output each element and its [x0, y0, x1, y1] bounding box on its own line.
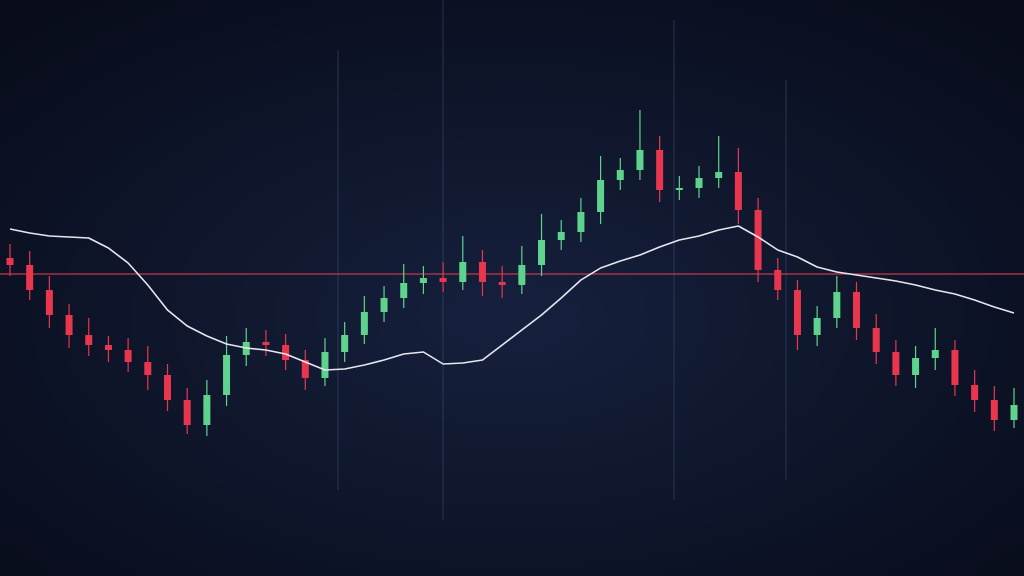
vertical-guides	[337, 0, 787, 520]
candle-body	[597, 180, 605, 212]
candle-body	[85, 335, 93, 345]
candle-body	[498, 282, 506, 285]
candle-body	[990, 400, 998, 420]
candle-body	[282, 345, 290, 360]
candle-body	[656, 150, 664, 190]
candle-body	[636, 150, 644, 170]
candle-body	[380, 298, 388, 312]
candle-body	[971, 385, 979, 400]
candle-body	[400, 283, 408, 298]
candle-body	[577, 212, 585, 232]
candle-body	[853, 292, 861, 328]
candle-body	[262, 342, 270, 345]
candle-body	[223, 355, 231, 395]
candle-body	[715, 172, 723, 178]
candle-body	[538, 240, 546, 265]
candle-body	[557, 232, 565, 240]
candle-body	[203, 395, 211, 425]
candle-body	[518, 265, 526, 285]
candle-body	[912, 358, 920, 375]
candle-body	[144, 362, 152, 375]
candle-body	[163, 375, 171, 400]
moving-average-line	[9, 225, 1015, 371]
candle-body	[65, 315, 73, 335]
candle-body	[124, 350, 132, 362]
candle-body	[951, 350, 959, 385]
candle-body	[301, 360, 309, 378]
candle-body	[675, 188, 683, 190]
candle-body	[734, 172, 742, 210]
candle-body	[892, 352, 900, 375]
candle-body	[6, 258, 14, 265]
candle-body	[183, 400, 191, 425]
candle-body	[813, 318, 821, 335]
candle-body	[26, 265, 34, 290]
candle-body	[793, 290, 801, 335]
candle-body	[478, 262, 486, 282]
candle-body	[695, 178, 703, 188]
candle-body	[872, 328, 880, 352]
candle-body	[459, 262, 467, 282]
candle-body	[341, 335, 349, 352]
candle-body	[774, 270, 782, 290]
candle-body	[360, 312, 368, 335]
candle-body	[419, 278, 427, 283]
candle-body	[616, 170, 624, 180]
candle-body	[754, 210, 762, 270]
candle-body	[321, 352, 329, 378]
candle-body	[104, 345, 112, 350]
candle-body	[45, 290, 53, 315]
candle-body	[833, 292, 841, 318]
candle-body	[931, 350, 939, 358]
candle-body	[439, 278, 447, 282]
candle-body	[1010, 405, 1018, 420]
